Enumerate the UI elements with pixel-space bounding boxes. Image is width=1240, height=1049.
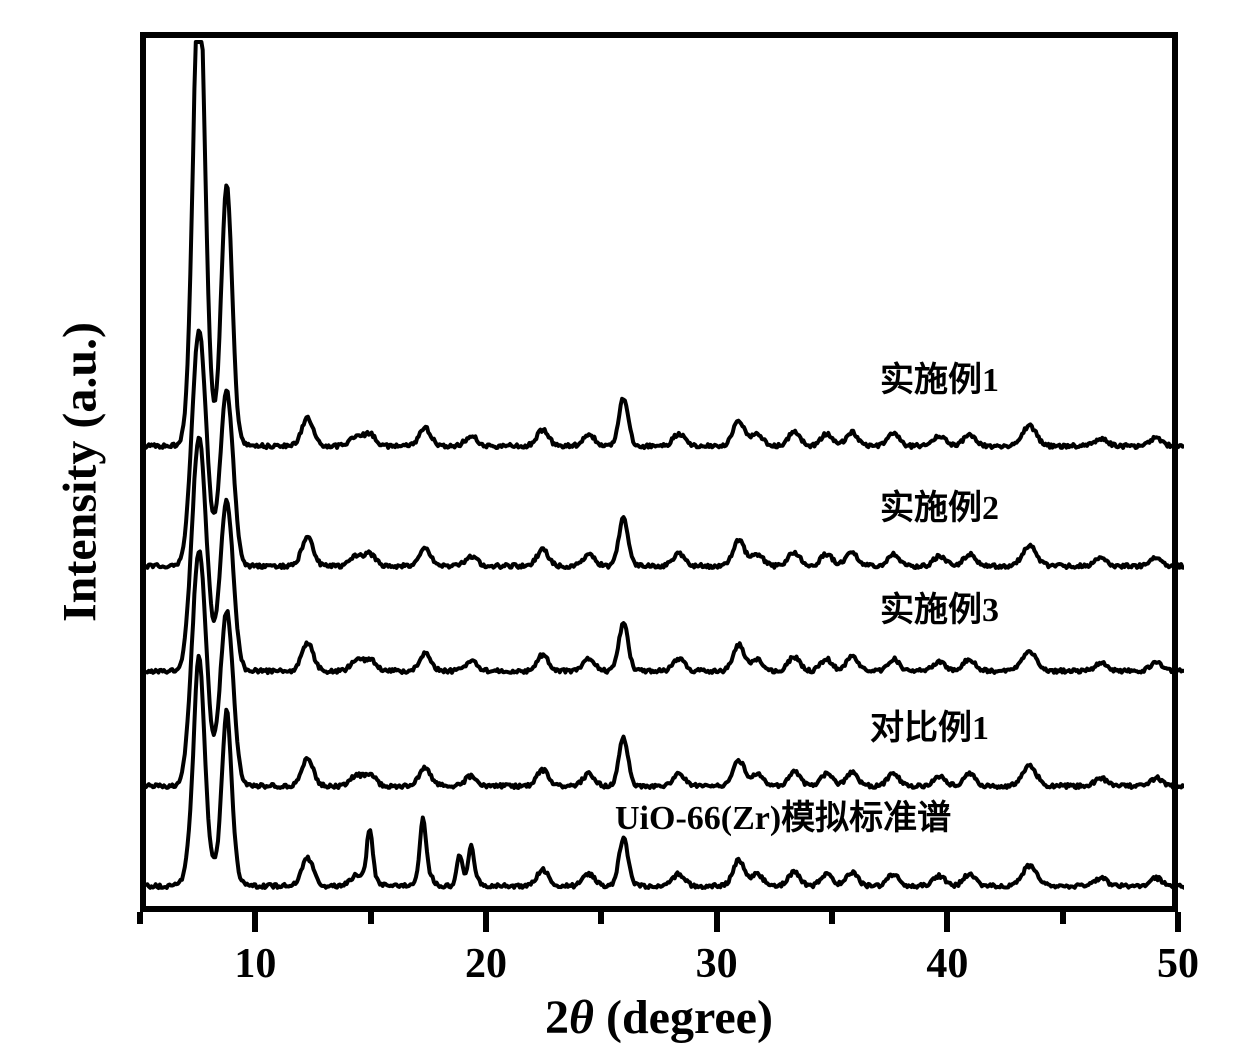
x-tick-label: 10 bbox=[234, 940, 276, 988]
x-axis-label-prefix: 2 bbox=[545, 991, 569, 1044]
x-tick bbox=[829, 912, 835, 924]
xrd-trace-ex1 bbox=[146, 42, 1184, 448]
x-tick bbox=[483, 912, 489, 932]
theta-symbol: θ bbox=[569, 991, 594, 1044]
x-tick-label: 50 bbox=[1157, 940, 1199, 988]
chart-root: Intensity (a.u.) 2θ (degree) 1020304050 … bbox=[0, 0, 1240, 1049]
x-tick bbox=[714, 912, 720, 932]
plot-frame bbox=[140, 32, 1178, 912]
series-label-comp1: 对比例1 bbox=[870, 700, 989, 749]
x-axis-label: 2θ (degree) bbox=[545, 990, 773, 1045]
xrd-trace-ex2 bbox=[146, 331, 1184, 568]
x-tick bbox=[252, 912, 258, 932]
x-tick bbox=[1175, 912, 1181, 932]
x-tick bbox=[368, 912, 374, 924]
xrd-trace-ex3 bbox=[146, 438, 1184, 673]
x-tick-label: 30 bbox=[696, 940, 738, 988]
x-tick bbox=[598, 912, 604, 924]
series-label-ex2: 实施例2 bbox=[880, 480, 999, 529]
x-tick bbox=[1060, 912, 1066, 924]
x-tick bbox=[944, 912, 950, 932]
series-label-ex1: 实施例1 bbox=[880, 352, 999, 401]
y-axis-label: Intensity (a.u.) bbox=[53, 322, 108, 622]
x-tick bbox=[137, 912, 143, 924]
series-label-ex3: 实施例3 bbox=[880, 582, 999, 631]
series-label-sim: UiO-66(Zr)模拟标准谱 bbox=[615, 790, 951, 839]
xrd-chart-svg bbox=[146, 38, 1184, 918]
x-tick-label: 20 bbox=[465, 940, 507, 988]
x-tick-label: 40 bbox=[926, 940, 968, 988]
x-axis-label-unit: (degree) bbox=[594, 991, 773, 1044]
